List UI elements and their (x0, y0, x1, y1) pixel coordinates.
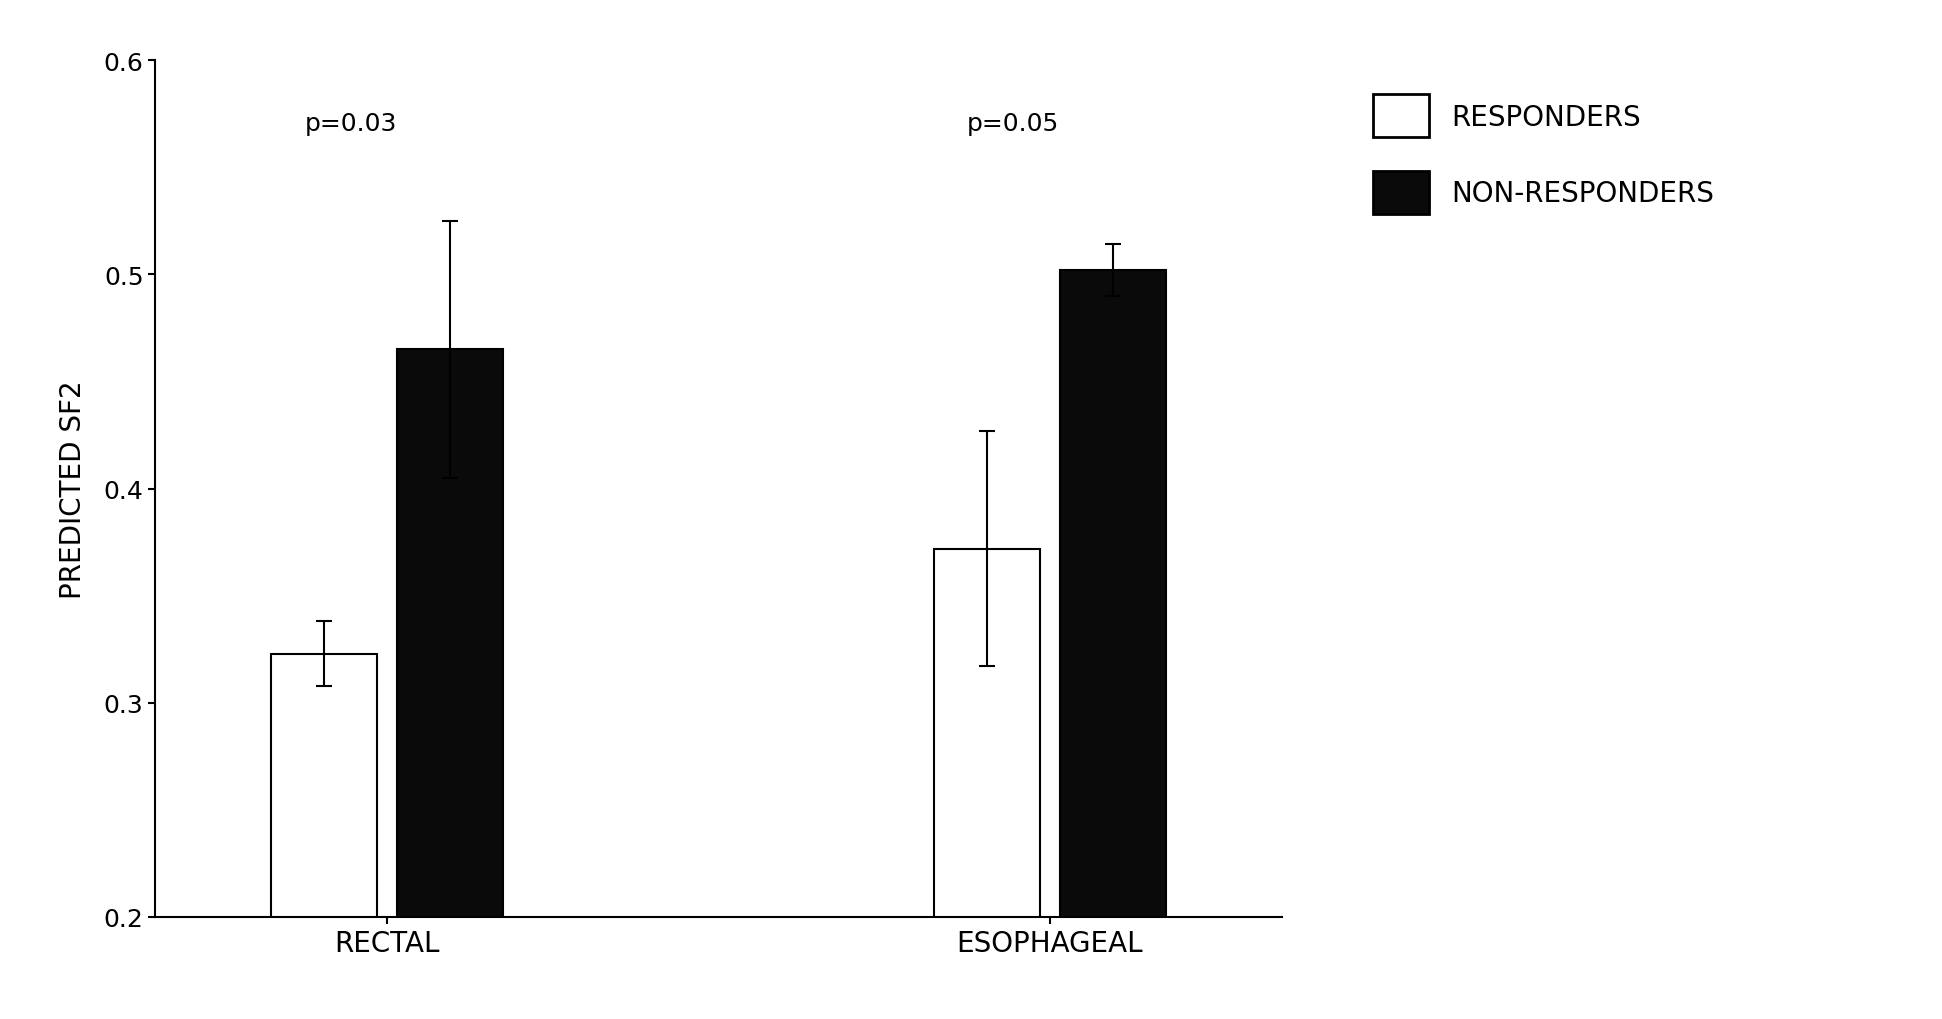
Text: p=0.05: p=0.05 (967, 112, 1058, 137)
Bar (1060, 271, 1165, 1019)
Legend: RESPONDERS, NON-RESPONDERS: RESPONDERS, NON-RESPONDERS (1373, 96, 1715, 214)
Bar (398, 351, 503, 1019)
Text: p=0.03: p=0.03 (305, 112, 396, 137)
Bar (272, 654, 377, 1019)
Bar (934, 549, 1039, 1019)
Y-axis label: PREDICTED SF2: PREDICTED SF2 (58, 380, 87, 598)
